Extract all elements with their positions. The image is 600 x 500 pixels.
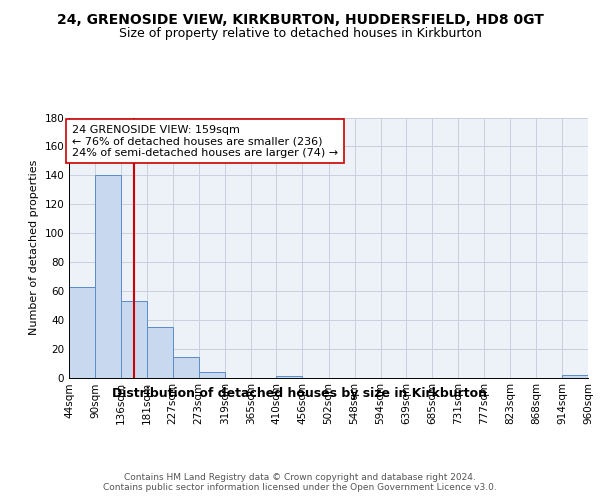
Bar (199, 372, 225, 378)
Bar (121, 301, 146, 378)
Text: Distribution of detached houses by size in Kirkburton: Distribution of detached houses by size … (113, 388, 487, 400)
Text: Size of property relative to detached houses in Kirkburton: Size of property relative to detached ho… (119, 28, 481, 40)
Bar (562, 374, 588, 378)
Text: 24, GRENOSIDE VIEW, KIRKBURTON, HUDDERSFIELD, HD8 0GT: 24, GRENOSIDE VIEW, KIRKBURTON, HUDDERSF… (56, 12, 544, 26)
Y-axis label: Number of detached properties: Number of detached properties (29, 160, 39, 335)
Text: Contains HM Land Registry data © Crown copyright and database right 2024.
Contai: Contains HM Land Registry data © Crown c… (103, 472, 497, 492)
Bar (69, 286, 95, 378)
Bar (173, 358, 199, 378)
Bar (277, 376, 302, 378)
Text: 24 GRENOSIDE VIEW: 159sqm
← 76% of detached houses are smaller (236)
24% of semi: 24 GRENOSIDE VIEW: 159sqm ← 76% of detac… (72, 124, 338, 158)
Bar (146, 327, 173, 378)
Bar (95, 176, 121, 378)
